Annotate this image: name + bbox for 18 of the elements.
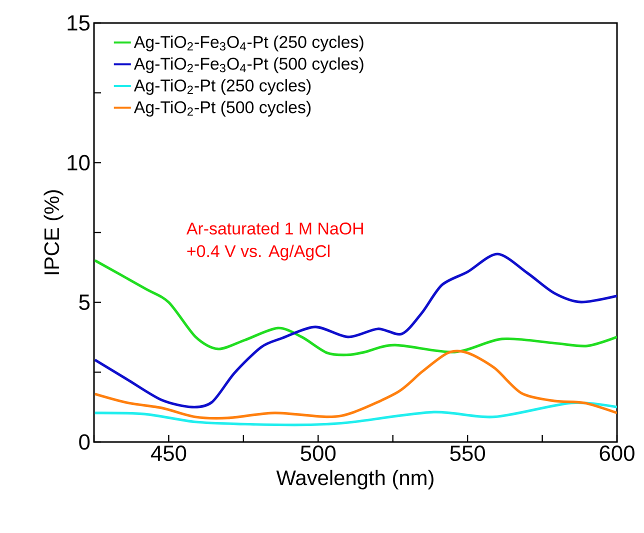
annotation: Ar-saturated 1 M NaOH [186,222,363,235]
x-tick-label: 550 [450,446,485,462]
x-axis-title: Wavelength (nm) [276,470,434,490]
y-tick-label: 15 [68,15,90,31]
legend-label: Ag-TiO$_{2}$-Pt (500 cycles) [134,100,311,117]
line-series [94,259,618,356]
x-tick-label: 450 [150,446,186,462]
x-tick-label: 500 [300,446,336,462]
y-axis-title: IPCE (%) [44,190,64,274]
y-tick-label: 10 [68,154,90,170]
legend-label: Ag-TiO$_{2}$-Pt (250 cycles) [134,79,311,95]
y-tick-label: 5 [79,294,90,310]
y-tick-label: 0 [79,434,90,450]
annotation: +0.4 V vs. Ag/AgCl [187,244,330,261]
legend-label: Ag-TiO$_{2}$-Fe$_{3}$O$_{4}$-Pt (250 cycles) [134,36,364,52]
legend-label: Ag-TiO$_{2}$-Fe$_{3}$O$_{4}$-Pt (500 cycles) [134,57,364,74]
line-series [94,401,618,426]
x-tick-label: 600 [600,446,634,462]
